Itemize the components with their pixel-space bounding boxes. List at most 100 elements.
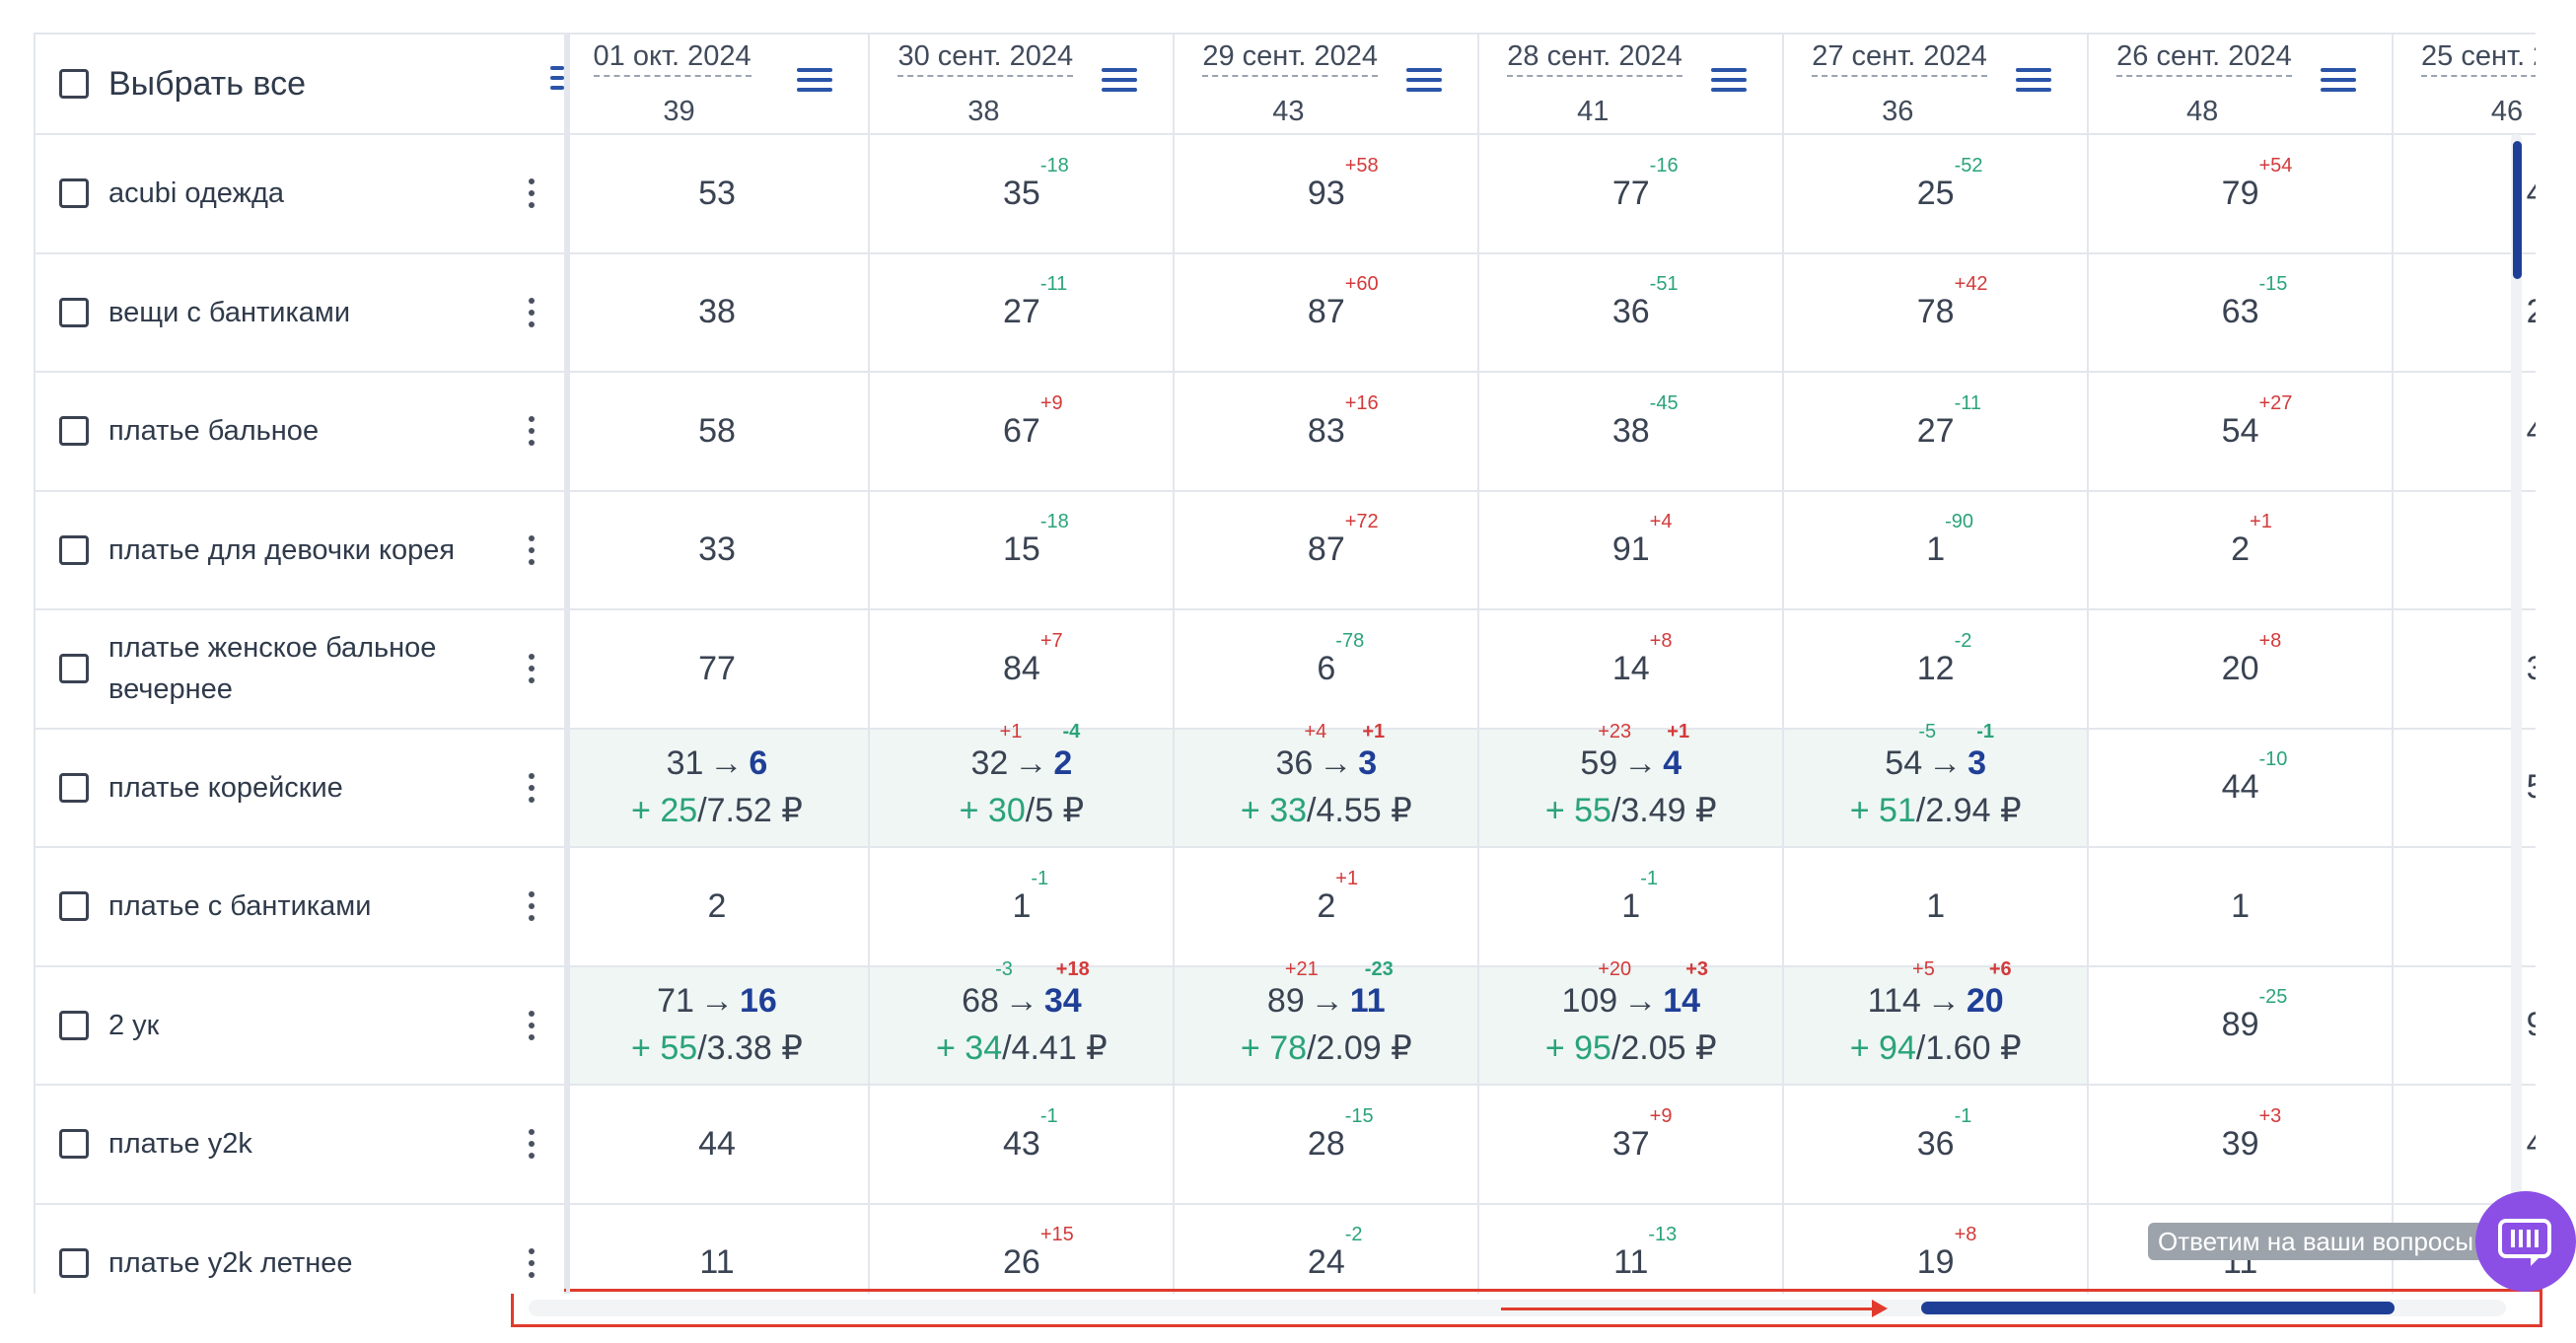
column-menu-icon[interactable] [2321, 68, 2357, 92]
ad-position-cell[interactable]: 36 +4 → 3 +1 + 33/4.55 ₽ [1173, 721, 1480, 848]
table-viewport[interactable]: Выбрать все 01 окт. 2024 39 30 сент. 2024 3… [34, 33, 2536, 1294]
position-cell[interactable]: 53 [563, 133, 871, 254]
position-cell[interactable]: 67 +9 [868, 371, 1176, 492]
select-all-checkbox[interactable] [59, 69, 89, 99]
row-menu-icon[interactable] [528, 1247, 535, 1278]
date-column-header[interactable]: 28 сент. 2024 41 [1477, 33, 1785, 135]
row-menu-icon[interactable] [528, 1010, 535, 1040]
row-checkbox[interactable] [59, 1010, 89, 1040]
position-cell[interactable]: 1 [1782, 846, 2090, 967]
position-cell[interactable]: 35 -18 [868, 133, 1176, 254]
row-checkbox[interactable] [59, 772, 89, 803]
date-column-header[interactable]: 27 сент. 2024 36 [1782, 33, 2090, 135]
position-cell[interactable]: 84 +7 [868, 608, 1176, 730]
row-menu-icon[interactable] [528, 772, 535, 803]
position-cell[interactable]: 15 -18 [868, 489, 1176, 610]
position-cell[interactable]: 37 +9 [1477, 1084, 1785, 1205]
position-cell[interactable]: 63 -15 [2087, 251, 2395, 373]
position-cell[interactable]: 43 -1 [868, 1084, 1176, 1205]
date-column-header[interactable]: 26 сент. 2024 48 [2087, 33, 2395, 135]
position-cell[interactable]: 89 -25 [2087, 964, 2395, 1086]
position-cell[interactable]: 87 +60 [1173, 251, 1480, 373]
position-cell[interactable]: 77 -16 [1477, 133, 1785, 254]
date-column-header[interactable]: 30 сент. 2024 38 [868, 33, 1176, 135]
column-menu-icon[interactable] [1102, 68, 1138, 92]
position-cell[interactable]: 38 [563, 251, 871, 373]
date-label[interactable]: 25 сент. 2024 [2421, 40, 2536, 77]
ad-position-cell[interactable]: 114 +5 → 20 +6 + 94/1.60 ₽ [1782, 958, 2090, 1086]
row-checkbox[interactable] [59, 891, 89, 922]
position-cell[interactable]: 39 +3 [2087, 1084, 2395, 1205]
horizontal-scrollbar-thumb[interactable] [1921, 1302, 2395, 1314]
position-cell[interactable]: 44 -10 [2087, 727, 2395, 848]
position-cell[interactable]: 6 -78 [1173, 608, 1480, 730]
position-cell[interactable]: 20 +8 [2087, 608, 2395, 730]
position-cell[interactable]: 87 +72 [1173, 489, 1480, 610]
ad-position-cell[interactable]: 54 -5 → 3 -1 + 51/2.94 ₽ [1782, 721, 2090, 848]
position-cell[interactable]: 27 -11 [868, 251, 1176, 373]
vertical-scrollbar-thumb[interactable] [2513, 141, 2522, 279]
column-sort-icon[interactable] [549, 66, 564, 90]
position-cell[interactable]: 2 +1 [1173, 846, 1480, 967]
position-cell[interactable]: 26 +15 [868, 1202, 1176, 1294]
position-cell[interactable]: 79 +54 [2087, 133, 2395, 254]
date-column-header[interactable]: 25 сент. 2024 46 [2392, 33, 2536, 135]
position-cell[interactable]: 93 +58 [1173, 133, 1480, 254]
ad-position-cell[interactable]: 59 +23 → 4 +1 + 55/3.49 ₽ [1477, 721, 1785, 848]
position-cell[interactable]: 1 -1 [868, 846, 1176, 967]
date-column-header[interactable]: 01 окт. 2024 39 [563, 33, 871, 135]
row-menu-icon[interactable] [528, 178, 535, 209]
position-cell[interactable]: 1 -1 [1477, 846, 1785, 967]
position-cell[interactable]: 11 [563, 1202, 871, 1294]
date-label[interactable]: 30 сент. 2024 [897, 40, 1074, 77]
column-menu-icon[interactable] [797, 68, 833, 92]
date-label[interactable]: 26 сент. 2024 [2116, 40, 2292, 77]
position-cell[interactable]: 19 +8 [1782, 1202, 2090, 1294]
position-cell[interactable]: 83 +16 [1173, 371, 1480, 492]
date-label[interactable]: 01 окт. 2024 [593, 40, 751, 77]
position-cell[interactable]: 33 [563, 489, 871, 610]
row-menu-icon[interactable] [528, 654, 535, 684]
date-label[interactable]: 28 сент. 2024 [1507, 40, 1682, 77]
position-cell[interactable]: 28 -15 [1173, 1084, 1480, 1205]
column-menu-icon[interactable] [2016, 68, 2052, 92]
row-checkbox[interactable] [59, 654, 89, 684]
position-cell[interactable]: 24 -2 [1173, 1202, 1480, 1294]
position-cell[interactable]: 1 [2087, 846, 2395, 967]
chat-widget-button[interactable] [2475, 1191, 2576, 1292]
ad-position-cell[interactable]: 31 → 6 + 25/7.52 ₽ [563, 727, 871, 848]
position-cell[interactable]: 77 [563, 608, 871, 730]
position-cell[interactable]: 2 +1 [2087, 489, 2395, 610]
position-cell[interactable]: 36 -1 [1782, 1084, 2090, 1205]
ad-position-cell[interactable]: 89 +21 → 11 -23 + 78/2.09 ₽ [1173, 958, 1480, 1086]
position-cell[interactable]: 36 -51 [1477, 251, 1785, 373]
row-menu-icon[interactable] [528, 891, 535, 922]
row-checkbox[interactable] [59, 178, 89, 209]
row-menu-icon[interactable] [528, 297, 535, 327]
ad-position-cell[interactable]: 71 → 16 + 55/3.38 ₽ [563, 964, 871, 1086]
position-cell[interactable]: 2 [563, 846, 871, 967]
position-cell[interactable]: 27 -11 [1782, 371, 2090, 492]
position-cell[interactable]: 1 -90 [1782, 489, 2090, 610]
position-cell[interactable]: 14 +8 [1477, 608, 1785, 730]
position-cell[interactable]: 91 +4 [1477, 489, 1785, 610]
row-menu-icon[interactable] [528, 534, 535, 565]
position-cell[interactable]: 44 [563, 1084, 871, 1205]
ad-position-cell[interactable]: 32 +1 → 2 -4 + 30/5 ₽ [868, 721, 1176, 848]
column-menu-icon[interactable] [1711, 68, 1748, 92]
ad-position-cell[interactable]: 109 +20 → 14 +3 + 95/2.05 ₽ [1477, 958, 1785, 1086]
row-checkbox[interactable] [59, 534, 89, 565]
vertical-scrollbar[interactable] [2511, 134, 2522, 1258]
date-column-header[interactable]: 29 сент. 2024 43 [1173, 33, 1480, 135]
ad-position-cell[interactable]: 68 -3 → 34 +18 + 34/4.41 ₽ [868, 958, 1176, 1086]
column-menu-icon[interactable] [1406, 68, 1443, 92]
position-cell[interactable]: 12 -2 [1782, 608, 2090, 730]
row-menu-icon[interactable] [528, 416, 535, 447]
row-menu-icon[interactable] [528, 1129, 535, 1160]
position-cell[interactable]: 78 +42 [1782, 251, 2090, 373]
position-cell[interactable]: 58 [563, 371, 871, 492]
date-label[interactable]: 27 сент. 2024 [1812, 40, 1987, 77]
row-checkbox[interactable] [59, 1247, 89, 1278]
select-all-label[interactable]: Выбрать все [108, 64, 306, 103]
row-checkbox[interactable] [59, 297, 89, 327]
